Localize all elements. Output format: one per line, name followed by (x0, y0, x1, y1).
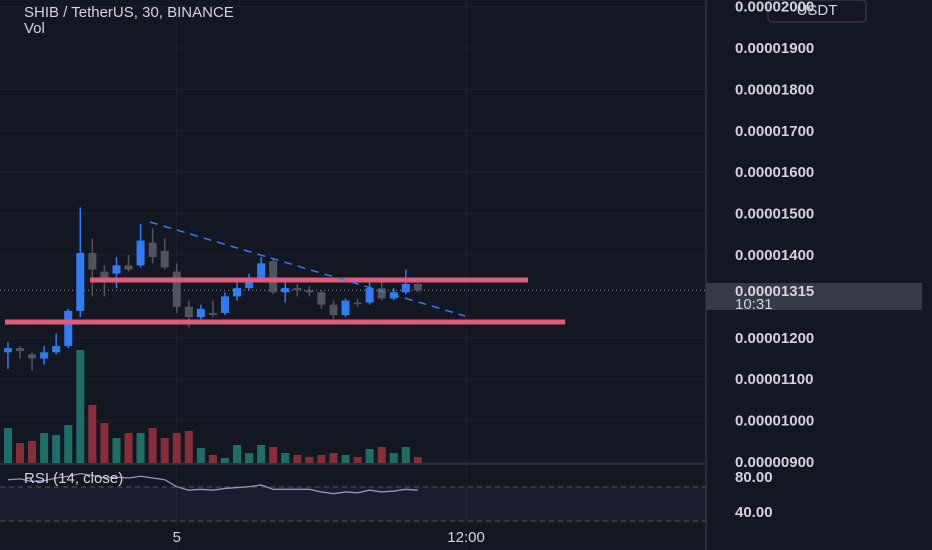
candle-body (401, 283, 410, 293)
volume-bar (305, 457, 314, 463)
volume-bar (293, 455, 302, 463)
volume-bar (377, 447, 386, 463)
y-tick-label: 0.00001600 (735, 164, 814, 181)
candle-body (293, 288, 302, 291)
volume-bar (124, 433, 133, 463)
volume-label: Vol (24, 20, 45, 37)
volume-bar (184, 431, 193, 463)
candle-body (28, 354, 37, 359)
candle-body (413, 283, 422, 291)
volume-bar (148, 428, 157, 463)
candle-body (172, 271, 181, 307)
rsi-tick-label: 80.00 (735, 469, 773, 486)
volume-bar (100, 423, 109, 463)
candle-body (184, 306, 193, 318)
chart-title: SHIB / TetherUS, 30, BINANCE (24, 4, 234, 21)
volume-bar (401, 447, 410, 463)
volume-bar (317, 455, 326, 463)
volume-bar (257, 445, 266, 463)
volume-bar (208, 455, 217, 463)
candle-body (377, 288, 386, 299)
candle-body (365, 288, 374, 303)
volume-bar (160, 438, 169, 463)
x-tick-label: 5 (173, 529, 181, 546)
candle-body (341, 300, 350, 316)
candle-body (269, 261, 278, 293)
volume-bar (281, 453, 290, 463)
y-tick-label: 0.00001500 (735, 206, 814, 223)
volume-bar (269, 447, 278, 463)
volume-bar (88, 405, 97, 463)
volume-bar (196, 448, 205, 463)
candle-body (100, 271, 109, 278)
candle-body (76, 252, 85, 311)
volume-bar (52, 435, 61, 463)
candle-body (281, 288, 290, 293)
candle-body (160, 250, 169, 268)
y-tick-label: 0.00001800 (735, 81, 814, 98)
rsi-label: RSI (14, close) (24, 470, 123, 487)
candle-body (136, 240, 145, 266)
candle-body (305, 290, 314, 293)
currency-button-label[interactable]: USDT (797, 2, 838, 19)
candle-body (52, 346, 61, 353)
candle-body (16, 348, 25, 352)
candle-body (88, 252, 97, 270)
volume-bar (245, 453, 254, 463)
candle-body (3, 348, 12, 353)
volume-bar (389, 453, 398, 463)
volume-bar (40, 433, 49, 463)
volume-bar (76, 350, 85, 463)
y-tick-label: 0.00001000 (735, 413, 814, 430)
candle-body (208, 312, 217, 316)
currency-button[interactable] (767, 0, 867, 23)
volume-bar (112, 438, 121, 463)
candle-body (353, 302, 362, 305)
candle-body (112, 265, 121, 274)
candle-body (64, 310, 73, 347)
volume-bar (3, 428, 12, 463)
candle-body (124, 265, 133, 270)
y-tick-label: 0.00001400 (735, 247, 814, 264)
x-tick-label: 12:00 (447, 529, 485, 546)
y-tick-label: 0.00001200 (735, 330, 814, 347)
candle-body (220, 296, 229, 313)
last-price-box (706, 283, 922, 310)
volume-bar (28, 441, 37, 463)
y-tick-label: 0.00001900 (735, 40, 814, 57)
volume-bar (172, 433, 181, 463)
candle-body (233, 288, 242, 297)
candle-body (329, 304, 338, 316)
candle-body (40, 352, 49, 359)
candle-body (196, 308, 205, 318)
volume-bar (413, 457, 422, 463)
volume-bar (341, 455, 350, 463)
y-tick-label: 0.00001700 (735, 123, 814, 140)
candle-body (148, 242, 157, 258)
rsi-tick-label: 40.00 (735, 504, 773, 521)
candle-body (245, 277, 254, 289)
trend-line (149, 221, 466, 317)
countdown-label: 10:31 (735, 296, 773, 313)
volume-bar (16, 443, 25, 463)
volume-bar (64, 425, 73, 463)
y-tick-label: 0.00000900 (735, 454, 814, 471)
rsi-line (7, 472, 418, 495)
volume-bar (365, 449, 374, 463)
y-tick-label: 0.00001100 (735, 371, 813, 388)
candle-body (257, 263, 266, 278)
last-price-label: 0.00001315 (735, 283, 814, 300)
volume-bar (136, 433, 145, 463)
volume-bar (220, 458, 229, 463)
volume-bar (233, 445, 242, 463)
candle-body (317, 292, 326, 305)
volume-bar (329, 453, 338, 463)
y-tick-label: 0.00002000 (735, 0, 814, 16)
volume-bar (353, 457, 362, 463)
